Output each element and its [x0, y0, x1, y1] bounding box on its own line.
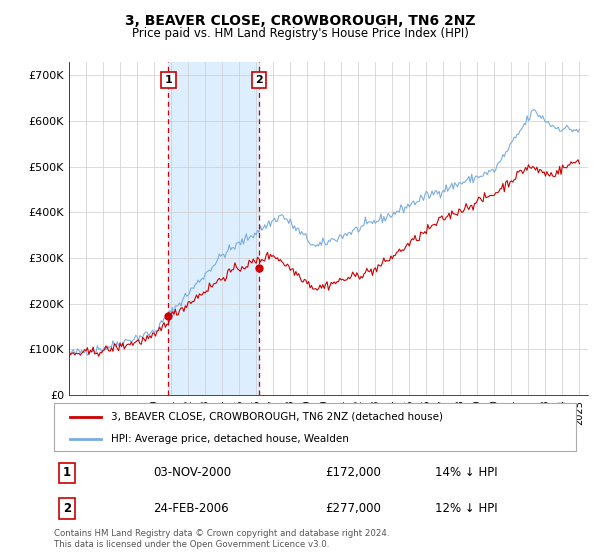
Text: 2: 2: [255, 75, 263, 85]
Text: 1: 1: [164, 75, 172, 85]
Text: 14% ↓ HPI: 14% ↓ HPI: [435, 466, 497, 479]
Text: 3, BEAVER CLOSE, CROWBOROUGH, TN6 2NZ (detached house): 3, BEAVER CLOSE, CROWBOROUGH, TN6 2NZ (d…: [112, 412, 443, 422]
Text: 03-NOV-2000: 03-NOV-2000: [153, 466, 232, 479]
Text: 12% ↓ HPI: 12% ↓ HPI: [435, 502, 497, 515]
Text: £277,000: £277,000: [325, 502, 382, 515]
Text: 24-FEB-2006: 24-FEB-2006: [153, 502, 229, 515]
Text: Price paid vs. HM Land Registry's House Price Index (HPI): Price paid vs. HM Land Registry's House …: [131, 27, 469, 40]
Text: HPI: Average price, detached house, Wealden: HPI: Average price, detached house, Weal…: [112, 434, 349, 444]
Bar: [169, 62, 259, 395]
Text: 1: 1: [63, 466, 71, 479]
Text: Contains HM Land Registry data © Crown copyright and database right 2024.
This d: Contains HM Land Registry data © Crown c…: [54, 529, 389, 549]
Text: 2: 2: [63, 502, 71, 515]
Text: 3, BEAVER CLOSE, CROWBOROUGH, TN6 2NZ: 3, BEAVER CLOSE, CROWBOROUGH, TN6 2NZ: [125, 14, 475, 28]
Text: £172,000: £172,000: [325, 466, 382, 479]
